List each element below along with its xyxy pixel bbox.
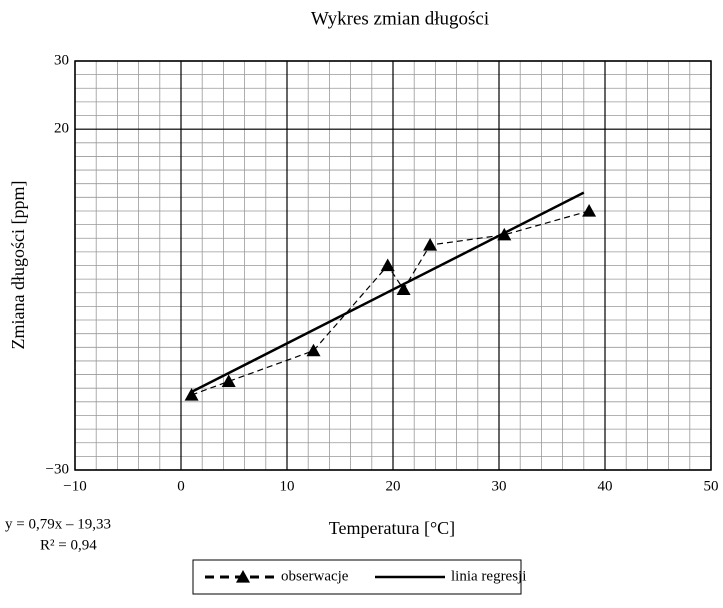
marker [380,258,395,272]
y-tick-label: −30 [46,461,69,477]
series-line [191,191,585,393]
x-tick-label: 50 [704,478,719,494]
marker [221,374,236,387]
legend-label: obserwacje [281,568,349,584]
marker [306,343,321,357]
marker [423,238,438,251]
y-tick-label: 30 [54,52,69,68]
y-tick-label: 20 [54,121,69,137]
y-axis-label: Zmiana długości [ppm] [8,181,28,350]
x-tick-label: 40 [598,478,613,494]
x-tick-label: 0 [177,478,185,494]
chart-title: Wykres zmian długości [311,8,489,29]
x-tick-label: −10 [63,478,86,494]
x-tick-label: 20 [386,478,401,494]
x-tick-label: 30 [492,478,507,494]
annotation: y = 0,79x – 19,33 [5,516,111,532]
marker [582,203,597,217]
legend-label: linia regresji [451,568,526,584]
marker [184,388,199,401]
series-line [191,210,590,396]
legend-marker [236,570,250,583]
x-axis-label: Temperatura [°C] [329,518,455,538]
marker [396,282,411,295]
annotation: R² = 0,94 [40,537,97,553]
legend-box [192,559,522,595]
x-tick-label: 10 [280,478,295,494]
plot-frame [74,60,712,471]
